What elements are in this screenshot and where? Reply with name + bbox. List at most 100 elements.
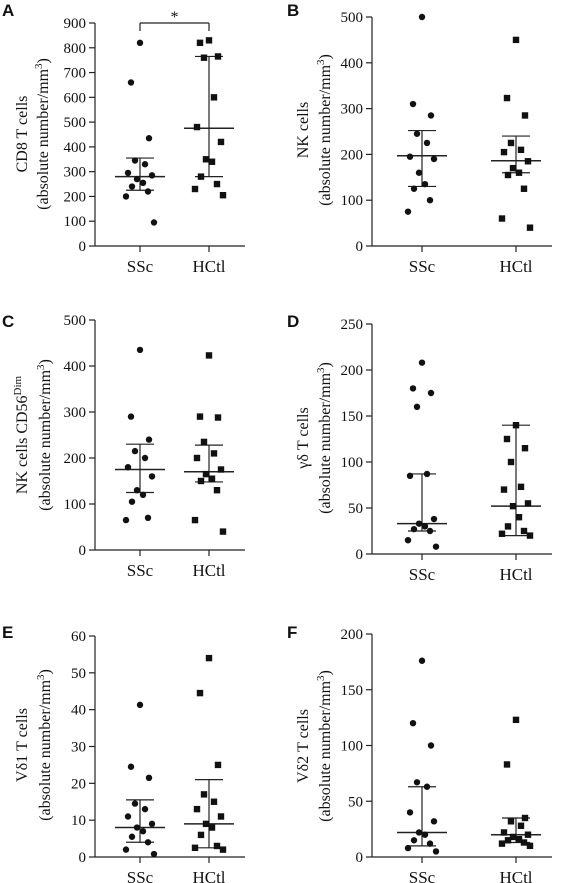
data-point <box>498 215 506 222</box>
data-point <box>202 820 210 828</box>
data-point <box>193 805 201 813</box>
data-point <box>128 833 136 840</box>
data-point <box>524 831 532 838</box>
data-point <box>526 224 534 231</box>
data-point <box>139 491 147 498</box>
x-tick-label: HCtl <box>192 868 225 883</box>
data-point <box>217 466 225 473</box>
data-point <box>423 783 431 790</box>
data-point <box>210 94 218 101</box>
data-point <box>217 138 225 146</box>
data-point <box>524 158 532 165</box>
data-point <box>413 403 421 410</box>
panel-letter: E <box>2 623 13 642</box>
y-tick-label: 30 <box>71 740 86 756</box>
y-tick-label: 0 <box>356 850 364 866</box>
data-point <box>515 835 523 843</box>
y-tick-label: 500 <box>341 10 364 26</box>
data-point <box>406 153 414 160</box>
chart-panel-f: F 0 50 100 150 200 SSc HCtl Vδ2 T cells (absolute… <box>287 623 552 883</box>
data-point <box>136 39 144 47</box>
data-point <box>208 475 216 482</box>
data-point <box>432 543 440 550</box>
data-point <box>124 464 132 471</box>
data-point <box>193 454 201 462</box>
data-point <box>208 158 216 165</box>
data-point <box>210 798 218 805</box>
y-tick-label: 100 <box>341 739 364 755</box>
data-point <box>503 435 511 443</box>
data-point <box>509 502 517 510</box>
data-point <box>136 701 144 709</box>
data-point <box>515 169 523 176</box>
y-tick-label: 300 <box>64 405 87 421</box>
data-point <box>214 414 222 421</box>
data-point <box>520 839 528 846</box>
data-point <box>521 445 529 452</box>
y-axis-label-close: ) <box>37 669 54 674</box>
y-tick-label: 500 <box>64 313 87 329</box>
y-axis-label-line1: NK cells CD56Dim <box>12 375 31 494</box>
y-axis-label-superscript: 3 <box>315 675 327 681</box>
data-point <box>404 537 412 544</box>
y-tick-label: 0 <box>79 239 87 255</box>
y-tick-label: 40 <box>71 703 86 719</box>
panel-letter: D <box>287 312 299 331</box>
data-point <box>219 192 227 199</box>
data-point <box>196 689 204 697</box>
data-point <box>507 139 515 147</box>
data-point <box>197 831 205 839</box>
y-tick-label: 300 <box>341 102 364 118</box>
data-point <box>409 385 417 392</box>
y-tick-label: 250 <box>341 317 364 333</box>
y-tick-label: 200 <box>64 451 87 467</box>
y-axis-label-line2: (absolute number/mm3) <box>315 54 334 206</box>
data-point <box>512 422 520 429</box>
data-point <box>430 155 438 163</box>
data-point <box>520 185 528 192</box>
y-tick-label: 400 <box>64 359 87 375</box>
data-point <box>404 208 412 215</box>
y-tick-label: 500 <box>64 115 87 131</box>
y-tick-label: 100 <box>64 497 87 513</box>
data-point <box>122 846 130 853</box>
data-point <box>418 657 426 664</box>
data-point <box>150 850 158 858</box>
data-point <box>512 716 520 724</box>
data-point <box>131 157 139 164</box>
data-point <box>432 848 440 855</box>
data-point <box>196 413 204 420</box>
y-axis-label-line2: (absolute number/mm3) <box>315 362 334 514</box>
x-tick-label: SSc <box>409 868 436 883</box>
data-point <box>128 498 136 505</box>
data-point <box>133 175 141 183</box>
x-tick-label: HCtl <box>192 561 225 580</box>
data-point <box>410 185 418 192</box>
data-point <box>500 148 508 156</box>
x-tick-label: SSc <box>409 565 436 584</box>
data-point <box>500 486 508 493</box>
y-axis-label-close: ) <box>37 359 54 364</box>
data-point <box>517 146 525 154</box>
y-axis-label-close: ) <box>317 670 334 675</box>
data-point <box>526 842 534 850</box>
y-tick-label: 50 <box>71 666 86 682</box>
data-point <box>124 813 132 820</box>
y-axis-label-line1: Vδ2 T cells <box>295 709 312 783</box>
y-axis-label-superscript: 3 <box>315 59 327 65</box>
y-tick-label: 0 <box>356 547 364 563</box>
data-point <box>213 842 221 850</box>
data-point <box>191 185 199 193</box>
data-point <box>507 458 515 466</box>
data-point <box>410 837 418 844</box>
data-point <box>219 846 227 853</box>
y-tick-label: 20 <box>71 776 86 792</box>
data-point <box>426 197 434 204</box>
data-point <box>133 824 141 831</box>
data-point <box>524 500 532 507</box>
y-tick-label: 150 <box>341 683 364 699</box>
y-axis-label-superscript: 3 <box>315 367 327 373</box>
panel-letter: B <box>287 1 299 20</box>
data-point <box>139 828 147 835</box>
